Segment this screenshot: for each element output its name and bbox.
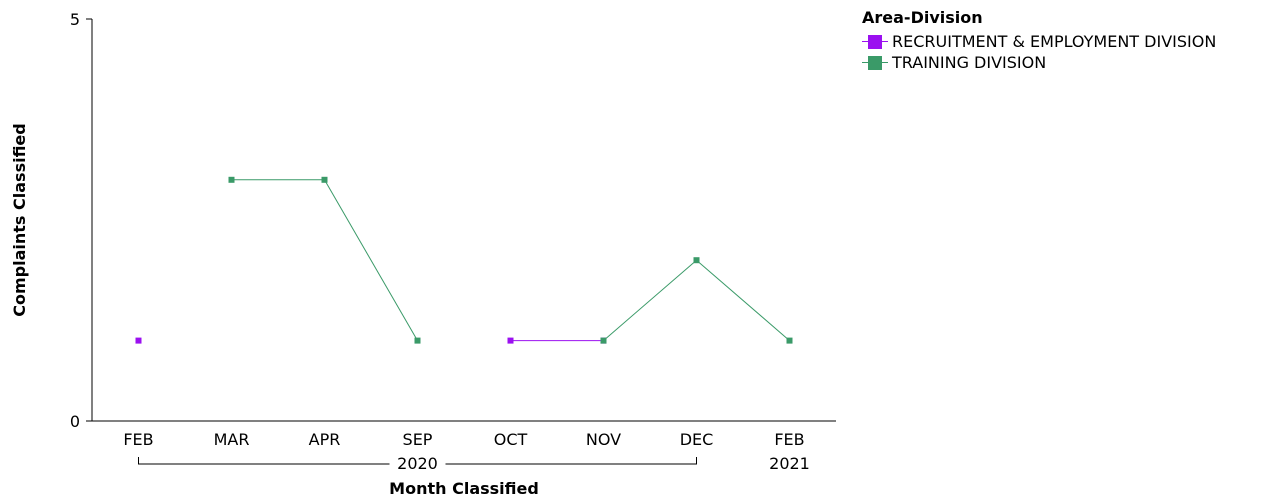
x-tick-label: DEC	[680, 430, 714, 449]
legend-swatch-training	[862, 55, 888, 70]
y-tick-label: 0	[70, 412, 80, 431]
legend-item-recruitment[interactable]: RECRUITMENT & EMPLOYMENT DIVISION	[862, 31, 1216, 52]
x-tick-label: MAR	[214, 430, 250, 449]
y-axis-title: Complaints Classified	[10, 123, 29, 316]
x-tick-label: APR	[309, 430, 341, 449]
data-point-recruitment	[135, 337, 142, 344]
legend-label-recruitment: RECRUITMENT & EMPLOYMENT DIVISION	[892, 32, 1217, 51]
legend-title: Area-Division	[862, 8, 983, 27]
x-tick-label: SEP	[403, 430, 433, 449]
x-axis-title: Month Classified	[389, 479, 539, 498]
year-bracket	[445, 457, 697, 465]
x-tick-label: FEB	[123, 430, 153, 449]
data-point-training	[228, 176, 235, 183]
year-group-label: 2021	[769, 454, 810, 473]
data-point-training	[693, 257, 700, 264]
data-point-training	[414, 337, 421, 344]
legend-item-training[interactable]: TRAINING DIVISION	[862, 52, 1216, 73]
legend: Area-Division RECRUITMENT & EMPLOYMENT D…	[862, 8, 1216, 73]
legend-label-training: TRAINING DIVISION	[892, 53, 1047, 72]
data-point-training	[786, 337, 793, 344]
y-tick-label: 5	[70, 10, 80, 29]
series-line-training	[603, 259, 697, 341]
x-tick-label: NOV	[586, 430, 621, 449]
legend-swatch-recruitment	[862, 34, 888, 49]
year-bracket	[138, 457, 390, 465]
data-point-recruitment	[507, 337, 514, 344]
data-point-training	[321, 176, 328, 183]
series-line-training	[324, 179, 418, 341]
x-tick-label: FEB	[774, 430, 804, 449]
year-group-label: 2020	[397, 454, 438, 473]
series-line-training	[696, 259, 790, 341]
data-point-training	[600, 337, 607, 344]
x-tick-label: OCT	[494, 430, 528, 449]
